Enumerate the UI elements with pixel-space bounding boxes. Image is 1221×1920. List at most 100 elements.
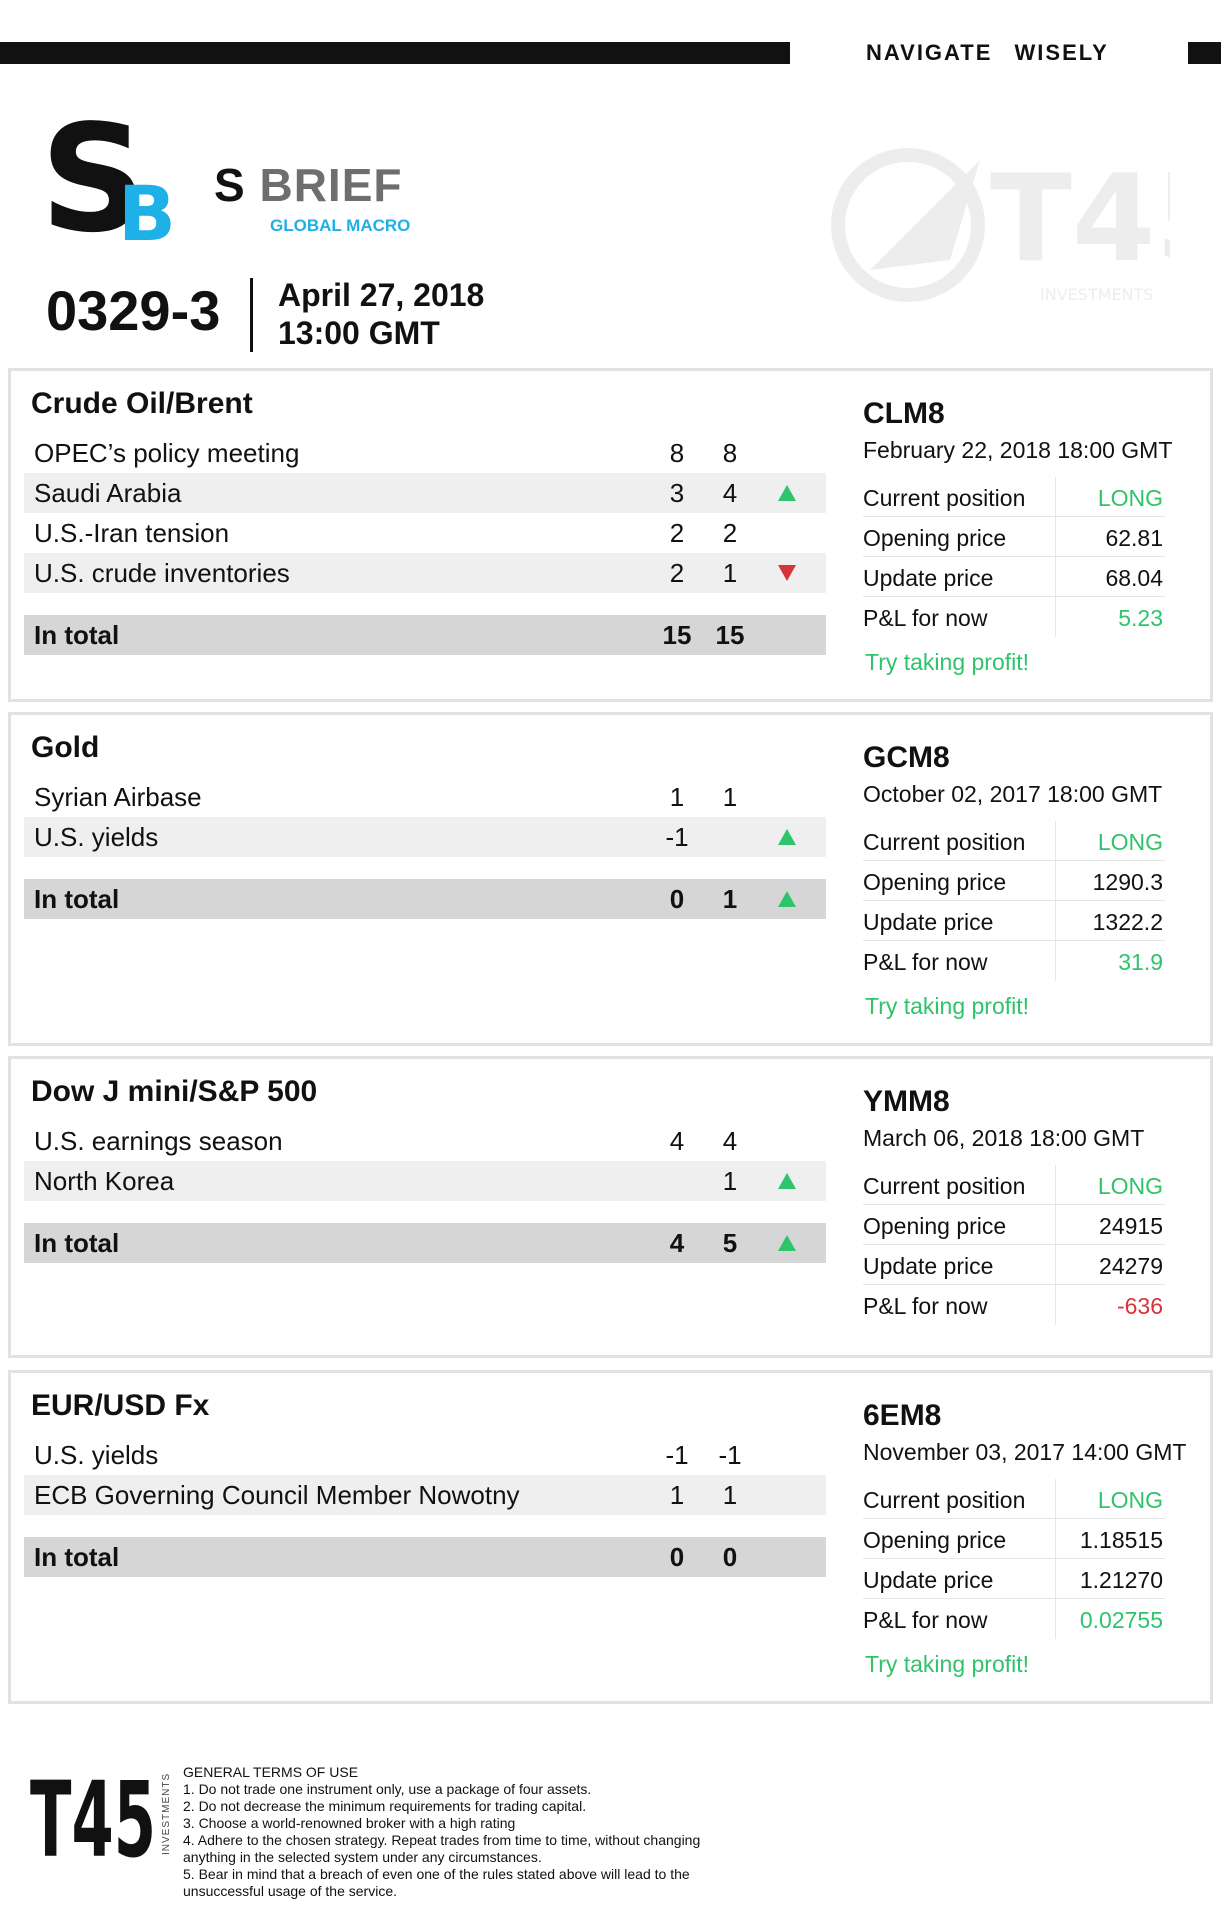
- total-label: In total: [34, 1228, 120, 1258]
- svg-text:T45: T45: [30, 1770, 156, 1860]
- update-value: 1.21270: [1055, 1559, 1165, 1599]
- pnl-row: P&L for now 0.02755: [863, 1599, 1165, 1639]
- trend-up-icon: [776, 1232, 798, 1254]
- ticker: YMM8: [863, 1085, 950, 1118]
- section-title: Dow J mini/S&P 500: [31, 1075, 318, 1108]
- factor-value-1: -1: [665, 1440, 689, 1470]
- factor-list: U.S. yields -1 -1 ECB Governing Council …: [24, 1435, 826, 1515]
- signal-panel: YMM8 March 06, 2018 18:00 GMT Current po…: [863, 1085, 1193, 1355]
- factor-value-1: 3: [669, 478, 685, 508]
- update-row: Update price 1322.2: [863, 901, 1165, 941]
- issue-number: 0329-3: [46, 279, 221, 342]
- position-value: LONG: [1055, 477, 1165, 517]
- signal-table: Current position LONG Opening price 1.1851…: [863, 1479, 1165, 1639]
- factor-label: U.S. yields: [34, 822, 159, 852]
- update-label: Update price: [863, 909, 994, 935]
- total-row: In total 15 15: [24, 615, 826, 655]
- total-row: In total 0 0: [24, 1537, 826, 1577]
- signal-table: Current position LONG Opening price 24915 …: [863, 1165, 1165, 1325]
- brand-title: S BRIEF: [214, 159, 403, 211]
- header-bar-left: [0, 42, 790, 64]
- position-value: LONG: [1055, 1479, 1165, 1519]
- issue-divider: [250, 278, 253, 352]
- factor-row: U.S.-Iran tension 2 2: [24, 513, 826, 553]
- total-value-2: 5: [722, 1228, 738, 1258]
- t45-footer-logo: T45: [30, 1770, 156, 1860]
- trend-up-icon: [776, 482, 798, 504]
- open-value: 1.18515: [1055, 1519, 1165, 1559]
- total-value-1: 15: [662, 620, 692, 650]
- position-row: Current position LONG: [863, 1479, 1165, 1519]
- factor-row: U.S. crude inventories 2 1: [24, 553, 826, 593]
- factor-value-1: 1: [669, 782, 685, 812]
- section-gold: Gold Syrian Airbase 1 1 U.S. yields -1 I…: [8, 712, 1213, 1046]
- position-row: Current position LONG: [863, 821, 1165, 861]
- factor-row: OPEC’s policy meeting 8 8: [24, 433, 826, 473]
- pnl-label: P&L for now: [863, 949, 988, 975]
- pnl-label: P&L for now: [863, 1293, 988, 1319]
- factor-value-2: 2: [722, 518, 738, 548]
- total-value-2: 1: [722, 884, 738, 914]
- update-label: Update price: [863, 1567, 994, 1593]
- open-row: Opening price 1290.3: [863, 861, 1165, 901]
- update-value: 1322.2: [1055, 901, 1165, 941]
- svg-text:S: S: [40, 112, 147, 247]
- total-value-2: 0: [722, 1542, 738, 1572]
- factor-row: North Korea 1: [24, 1161, 826, 1201]
- pnl-label: P&L for now: [863, 1607, 988, 1633]
- terms-item: 3. Choose a world-renowned broker with a…: [183, 1815, 516, 1831]
- svg-text:B: B: [118, 169, 176, 247]
- factor-list: U.S. earnings season 4 4 North Korea 1: [24, 1121, 826, 1201]
- pnl-label: P&L for now: [863, 605, 988, 631]
- total-row: In total 4 5: [24, 1223, 826, 1263]
- open-label: Opening price: [863, 1213, 1007, 1239]
- position-row: Current position LONG: [863, 1165, 1165, 1205]
- factor-row: U.S. yields -1 -1: [24, 1435, 826, 1475]
- signal-date: November 03, 2017 14:00 GMT: [863, 1439, 1187, 1465]
- factor-value-1: 1: [669, 1480, 685, 1510]
- signal-panel: CLM8 February 22, 2018 18:00 GMT Current…: [863, 397, 1193, 697]
- position-label: Current position: [863, 1173, 1026, 1199]
- ticker: CLM8: [863, 397, 945, 430]
- factor-label: Saudi Arabia: [34, 478, 182, 508]
- open-row: Opening price 24915: [863, 1205, 1165, 1245]
- header-bar-right: [1188, 42, 1221, 64]
- update-label: Update price: [863, 1253, 994, 1279]
- pnl-value: -636: [1055, 1285, 1165, 1325]
- factor-label: North Korea: [34, 1166, 175, 1196]
- trend-down-icon: [776, 562, 798, 584]
- update-row: Update price 1.21270: [863, 1559, 1165, 1599]
- factor-label: Syrian Airbase: [34, 782, 202, 812]
- signal-table: Current position LONG Opening price 62.81 …: [863, 477, 1165, 637]
- factor-label: U.S. yields: [34, 1440, 159, 1470]
- factor-value-1: 8: [669, 438, 685, 468]
- signal-table: Current position LONG Opening price 1290.3…: [863, 821, 1165, 981]
- update-label: Update price: [863, 565, 994, 591]
- position-label: Current position: [863, 485, 1026, 511]
- factor-row: Syrian Airbase 1 1: [24, 777, 826, 817]
- total-label: In total: [34, 620, 120, 650]
- position-value: LONG: [1055, 1165, 1165, 1205]
- total-label: In total: [34, 1542, 120, 1572]
- trend-up-icon: [776, 1170, 798, 1192]
- factor-value-2: 1: [722, 1166, 738, 1196]
- signal-date: October 02, 2017 18:00 GMT: [863, 781, 1163, 807]
- signal-panel: GCM8 October 02, 2017 18:00 GMT Current …: [863, 741, 1193, 1041]
- signal-date: March 06, 2018 18:00 GMT: [863, 1125, 1145, 1151]
- factor-value-1: -1: [665, 822, 689, 852]
- factor-list: OPEC’s policy meeting 8 8 Saudi Arabia 3…: [24, 433, 826, 593]
- pnl-row: P&L for now 31.9: [863, 941, 1165, 981]
- factor-label: OPEC’s policy meeting: [34, 438, 300, 468]
- section-title: Crude Oil/Brent: [31, 387, 253, 420]
- terms-item: 5. Bear in mind that a breach of even on…: [183, 1866, 690, 1899]
- sb-logo: S B: [40, 112, 176, 247]
- factor-value-2: 1: [722, 1480, 738, 1510]
- footer-logo-sub: INVESTMENTS: [161, 1772, 172, 1856]
- factor-value-2: 1: [722, 558, 738, 588]
- factor-value-1: 4: [669, 1126, 685, 1156]
- total-row: In total 0 1: [24, 879, 826, 919]
- factor-value-2: 8: [722, 438, 738, 468]
- issue-time: 13:00 GMT: [278, 315, 440, 351]
- section-dow-sp500: Dow J mini/S&P 500 U.S. earnings season …: [8, 1056, 1213, 1358]
- position-row: Current position LONG: [863, 477, 1165, 517]
